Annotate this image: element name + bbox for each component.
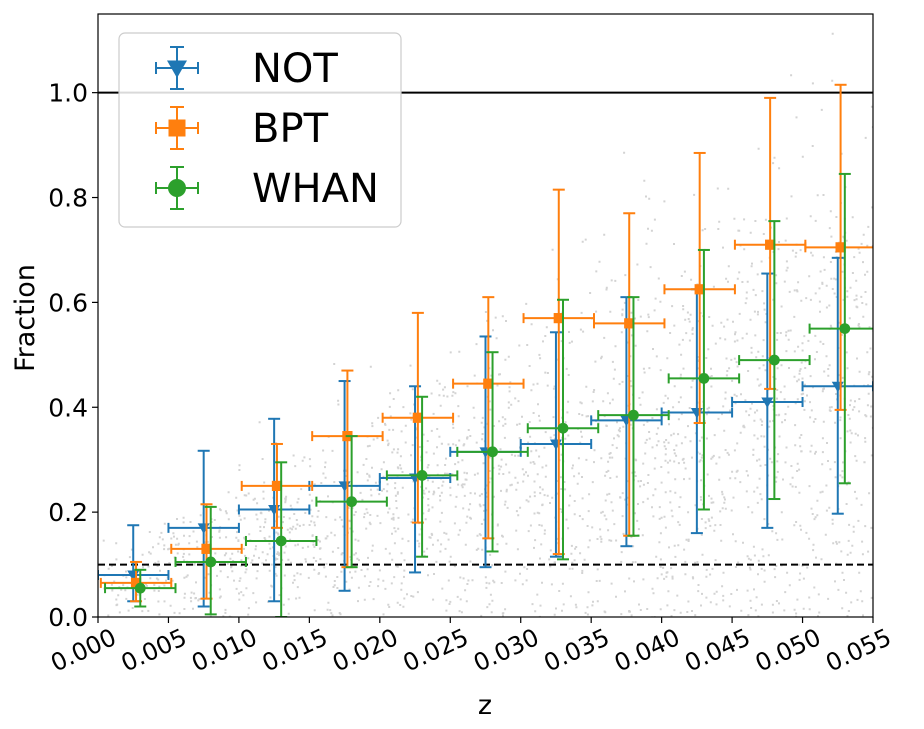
x-axis-label: z bbox=[478, 690, 492, 721]
data-point bbox=[694, 284, 705, 295]
legend-marker bbox=[168, 179, 186, 197]
data-point bbox=[628, 409, 639, 421]
series-not bbox=[98, 256, 873, 608]
data-point bbox=[275, 535, 287, 547]
y-tick-label: 0.2 bbox=[48, 498, 88, 527]
legend-item-whan: WHAN bbox=[155, 166, 379, 212]
y-tick-label: 0.8 bbox=[48, 184, 88, 213]
x-tick-label: 0.025 bbox=[399, 623, 473, 677]
data-point bbox=[201, 543, 212, 554]
x-axis: 0.0000.0050.0100.0150.0200.0250.0300.035… bbox=[46, 617, 896, 677]
x-tick-label: 0.010 bbox=[187, 623, 261, 677]
y-tick-label: 0.6 bbox=[48, 288, 88, 317]
data-point bbox=[412, 412, 423, 423]
x-tick-label: 0.050 bbox=[751, 623, 825, 677]
y-axis: 0.0 0.2 0.4 0.6 0.8 1.0 bbox=[48, 79, 98, 632]
data-point bbox=[487, 446, 498, 458]
series-layer bbox=[98, 83, 873, 617]
x-tick-label: 0.015 bbox=[258, 623, 332, 677]
x-tick-label: 0.035 bbox=[540, 623, 614, 677]
legend-box bbox=[118, 32, 402, 228]
data-point bbox=[346, 496, 358, 508]
legend-marker bbox=[168, 119, 186, 137]
legend-item-bpt: BPT bbox=[155, 106, 329, 152]
data-point bbox=[557, 422, 569, 434]
data-point bbox=[416, 470, 428, 481]
legend: NOT BPT WHAN bbox=[118, 32, 402, 228]
legend-label: WHAN bbox=[252, 166, 379, 212]
legend-label: BPT bbox=[252, 106, 329, 152]
data-point bbox=[553, 313, 564, 324]
y-tick-label: 0.4 bbox=[48, 393, 88, 422]
data-point bbox=[205, 556, 217, 568]
data-point bbox=[134, 582, 146, 594]
data-point bbox=[130, 577, 142, 589]
data-point bbox=[835, 242, 846, 253]
data-point bbox=[698, 373, 710, 384]
legend-marker bbox=[167, 60, 187, 78]
x-tick-label: 0.055 bbox=[821, 623, 895, 677]
data-point bbox=[761, 397, 774, 409]
y-axis-label: Fraction bbox=[10, 264, 41, 372]
x-tick-label: 0.040 bbox=[610, 623, 684, 677]
y-tick-label: 0.0 bbox=[48, 603, 88, 632]
data-point bbox=[768, 354, 780, 366]
plot-frame bbox=[97, 13, 874, 618]
x-tick-label: 0.045 bbox=[681, 623, 755, 677]
x-tick-label: 0.030 bbox=[469, 623, 543, 677]
data-point bbox=[624, 318, 635, 329]
data-point bbox=[839, 323, 851, 335]
data-point bbox=[271, 480, 283, 492]
y-tick-label: 1.0 bbox=[48, 79, 88, 108]
x-tick-label: 0.005 bbox=[117, 623, 191, 677]
data-point bbox=[483, 378, 494, 389]
x-tick-label: 0.020 bbox=[328, 623, 402, 677]
legend-label: NOT bbox=[252, 46, 338, 92]
series-whan bbox=[104, 172, 873, 617]
data-point bbox=[765, 239, 776, 250]
legend-item-not: NOT bbox=[155, 46, 338, 92]
